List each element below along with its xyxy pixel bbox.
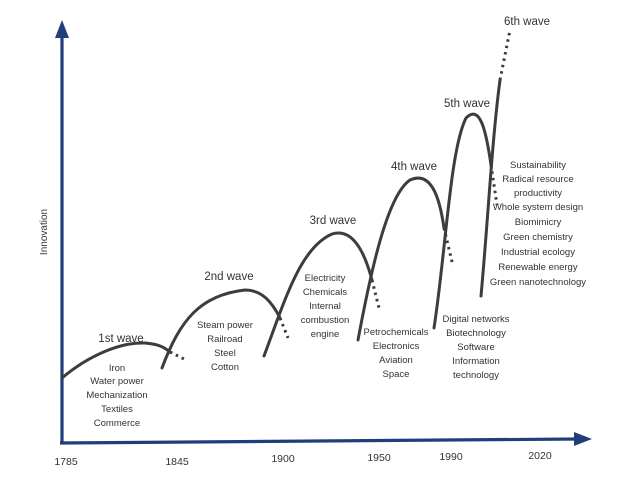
wave-6-item: Sustainability [510,160,566,171]
y-axis-label: Innovation [39,209,50,255]
wave-5-item: Software [457,342,495,353]
wave-4: 4th wave Petrochemicals Electronics Avia… [356,161,455,380]
wave-3-item: Electricity [305,273,346,284]
wave-6-item: Renewable energy [498,262,577,273]
wave-3-item: Internal [309,301,341,312]
x-tick-label: 1990 [439,451,463,463]
wave-3-item: combustion [301,315,350,326]
wave-6-item: Green nanotechnology [490,277,586,288]
x-tick-label: 1845 [165,456,189,468]
wave-4-item: Electronics [373,341,420,352]
wave-1-item: Water power [90,376,144,387]
wave-4-curve [356,176,446,342]
wave-2-decline [278,317,290,339]
wave-5-item: Biotechnology [446,328,506,339]
x-tick-labels: 1785 1845 1900 1950 1990 2020 [54,450,552,468]
wave-6-item: Industrial ecology [501,247,575,258]
wave-2: 2nd wave Steam power Railroad Steel Cott… [160,271,290,373]
wave-2-item: Railroad [207,334,242,345]
wave-3-curve [262,231,374,358]
wave-1-item: Textiles [101,404,133,415]
wave-6: 6th wave Sustainability Radical resource… [479,16,586,298]
wave-2-item: Cotton [211,362,239,373]
x-tick-label: 1950 [367,452,391,464]
wave-6-item: Radical resource [502,174,573,185]
wave-3-item: Chemicals [303,287,348,298]
wave-6-curve [479,78,502,298]
wave-5-title: 5th wave [444,98,490,110]
wave-4-item: Space [383,369,410,380]
y-axis-arrowhead [55,20,69,38]
wave-5-item: technology [453,370,499,381]
x-tick-label: 1900 [271,453,295,465]
wave-1: 1st wave Iron Water power Mechanization … [60,333,187,429]
wave-5: 5th wave Digital networks Biotechnology … [432,98,510,381]
wave-1-item: Mechanization [86,390,147,401]
wave-3-title: 3rd wave [310,215,357,227]
wave-5-curve [432,112,493,330]
wave-6-item: Whole system design [493,202,583,213]
wave-4-title: 4th wave [391,161,437,173]
wave-2-item: Steel [214,348,236,359]
wave-2-title: 2nd wave [204,271,253,283]
wave-5-item: Information [452,356,500,367]
x-axis [59,437,579,445]
wave-1-curve [60,341,172,380]
wave-2-curve [160,288,282,370]
wave-6-item: Green chemistry [503,232,573,243]
wave-6-item: Biomimicry [515,217,562,228]
x-axis-arrowhead [574,432,592,446]
wave-6-title: 6th wave [504,16,550,28]
wave-6-item: productivity [514,188,562,199]
wave-4-item: Aviation [379,355,413,366]
wave-6-projection [498,29,512,81]
wave-1-title: 1st wave [98,333,143,345]
wave-2-item: Steam power [197,320,253,331]
wave-1-decline [169,350,187,362]
wave-4-item: Petrochemicals [364,327,429,338]
wave-1-item: Iron [109,363,125,374]
wave-1-item: Commerce [94,418,140,429]
wave-5-item: Digital networks [442,314,509,325]
x-tick-label: 2020 [528,450,552,462]
wave-3-decline [370,279,381,309]
wave-3: 3rd wave Electricity Chemicals Internal … [262,215,381,358]
x-tick-label: 1785 [54,456,78,468]
wave-3-item: engine [311,329,340,340]
